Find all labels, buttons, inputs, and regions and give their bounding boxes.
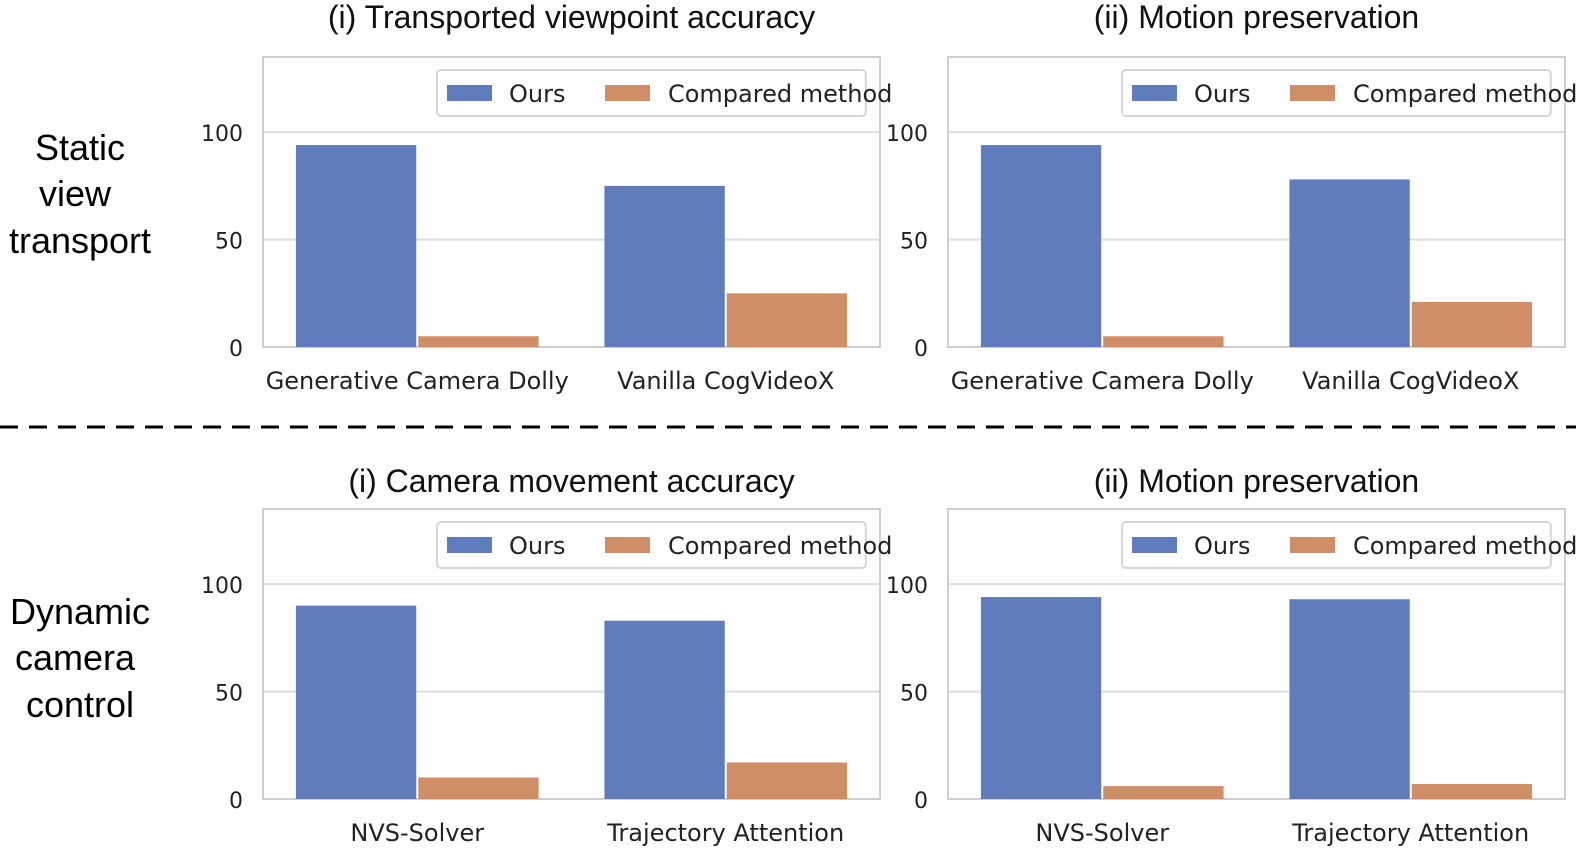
chart-panel-2: (ii) Motion preservation 0 50 100 Generative… (886, 0, 1576, 395)
bar-compared (1103, 336, 1224, 347)
bar-compared (1411, 783, 1533, 799)
x-category-label: Trajectory Attention (606, 819, 844, 847)
y-tick-label: 0 (229, 789, 243, 814)
chart-title: (i) Transported viewpoint accuracy (328, 0, 815, 35)
legend-swatch-compared (1289, 537, 1335, 553)
y-tick-label: 100 (201, 574, 243, 599)
row-label-line: transport (9, 220, 151, 261)
bar-ours (604, 620, 725, 799)
legend-label: Compared method (668, 532, 892, 560)
legend-box (1120, 521, 1552, 569)
bar-compared (418, 336, 539, 347)
row-label-line: camera (15, 637, 136, 678)
chart-title: (i) Camera movement accuracy (348, 463, 794, 499)
legend-box (435, 521, 867, 569)
y-tick-label: 100 (201, 122, 243, 147)
axes-frame (947, 508, 1566, 800)
bar-compared (726, 762, 848, 799)
legend-swatch-ours (446, 85, 492, 101)
legend-label: Ours (509, 80, 565, 108)
y-tick-label: 50 (900, 682, 928, 707)
x-category-label: Vanilla CogVideoX (617, 367, 834, 395)
y-tick-label: 100 (886, 574, 928, 599)
chart-title: (ii) Motion preservation (1094, 0, 1419, 35)
chart-panels: (i) Transported viewpoint accuracy 0 50 100… (201, 0, 1576, 847)
axes-frame (947, 56, 1566, 348)
row-label-line: Dynamic (10, 591, 150, 632)
x-category-label: NVS-Solver (1035, 819, 1169, 847)
legend-label: Compared method (668, 80, 892, 108)
legend-swatch-compared (604, 537, 650, 553)
y-tick-label: 50 (215, 682, 243, 707)
x-category-label: NVS-Solver (350, 819, 484, 847)
y-tick-label: 0 (914, 789, 928, 814)
legend-box (1120, 69, 1552, 117)
y-tick-label: 0 (914, 337, 928, 362)
legend: Ours Compared method (1120, 521, 1576, 569)
bar-compared (418, 777, 539, 799)
bar-compared (1103, 786, 1224, 799)
legend: Ours Compared method (435, 69, 892, 117)
legend-box (435, 69, 867, 117)
row-label-line: view (39, 173, 112, 214)
bar-ours (1289, 179, 1410, 347)
bar-compared (726, 293, 848, 347)
bar-compared (1411, 301, 1533, 347)
legend-label: Ours (1194, 532, 1250, 560)
legend-swatch-ours (446, 537, 492, 553)
legend-label: Compared method (1353, 532, 1576, 560)
chart-title: (ii) Motion preservation (1094, 463, 1419, 499)
legend-swatch-compared (1289, 85, 1335, 101)
row-label-static: Static view transport (9, 127, 151, 261)
bar-ours (980, 145, 1102, 347)
bar-ours (604, 185, 725, 347)
x-category-label: Generative Camera Dolly (266, 367, 569, 395)
row-label-line: Static (35, 127, 125, 168)
y-tick-label: 100 (886, 122, 928, 147)
legend-label: Compared method (1353, 80, 1576, 108)
axes-frame (262, 56, 881, 348)
legend-label: Ours (1194, 80, 1250, 108)
x-category-label: Vanilla CogVideoX (1302, 367, 1519, 395)
legend-swatch-compared (604, 85, 650, 101)
legend-swatch-ours (1131, 85, 1177, 101)
bar-ours (295, 145, 417, 347)
chart-panel-3: (i) Camera movement accuracy 0 50 100 NVS-So… (201, 463, 892, 847)
row-label-dynamic: Dynamic camera control (10, 591, 150, 725)
chart-panel-4: (ii) Motion preservation 0 50 100 NVS-Solver… (886, 463, 1576, 847)
x-category-label: Trajectory Attention (1291, 819, 1529, 847)
row-label-line: control (26, 684, 134, 725)
bar-ours (980, 597, 1102, 799)
x-category-label: Generative Camera Dolly (951, 367, 1254, 395)
legend-label: Ours (509, 532, 565, 560)
legend: Ours Compared method (1120, 69, 1576, 117)
bar-ours (1289, 599, 1410, 799)
legend: Ours Compared method (435, 521, 892, 569)
axes-frame (262, 508, 881, 800)
y-tick-label: 50 (215, 230, 243, 255)
chart-panel-1: (i) Transported viewpoint accuracy 0 50 100… (201, 0, 892, 395)
bar-ours (295, 605, 417, 799)
y-tick-label: 0 (229, 337, 243, 362)
y-tick-label: 50 (900, 230, 928, 255)
legend-swatch-ours (1131, 537, 1177, 553)
